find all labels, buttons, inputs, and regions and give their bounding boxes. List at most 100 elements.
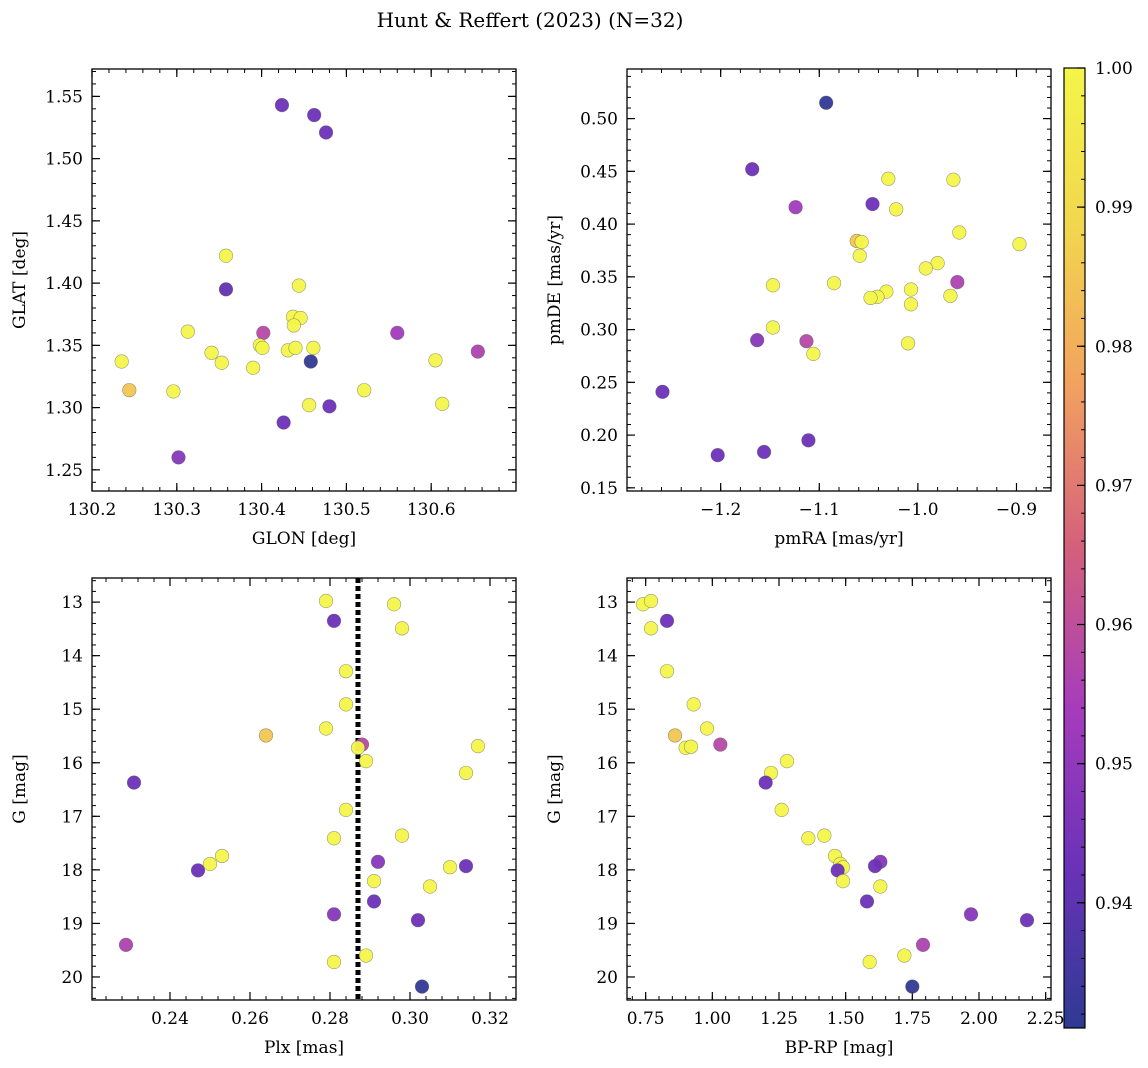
data-point [458, 765, 474, 781]
data-point [659, 664, 675, 679]
data-point [826, 276, 842, 291]
data-point [122, 383, 137, 398]
x-tick-label: 0.32 [471, 1009, 509, 1029]
data-point [667, 728, 683, 743]
data-point [745, 162, 760, 177]
data-point [246, 360, 261, 375]
data-point [806, 346, 821, 361]
y-tick-label: 1.55 [45, 87, 83, 107]
data-point [950, 275, 965, 290]
data-point [905, 979, 920, 994]
x-tick-label: 1.00 [693, 1009, 731, 1029]
colorbar-tick-label: 0.96 [1095, 616, 1133, 636]
data-point [114, 354, 129, 369]
figure-title: Hunt & Reffert (2023) (N=32) [377, 8, 684, 32]
data-point [435, 396, 450, 411]
data-point [326, 613, 342, 628]
data-point [699, 721, 715, 736]
data-point [214, 848, 230, 864]
data-point [881, 171, 896, 186]
data-point [118, 937, 134, 952]
y-tick-label: 13 [61, 593, 83, 613]
x-axis-label-glon-glat: GLON [deg] [252, 529, 356, 549]
y-tick-label: 15 [596, 700, 618, 720]
data-point [952, 225, 967, 240]
data-point [859, 894, 875, 909]
colorbar-tick-label: 1.00 [1095, 59, 1133, 79]
data-point [338, 664, 354, 679]
data-point [422, 879, 438, 894]
data-point [819, 95, 834, 110]
data-point [643, 621, 659, 636]
x-tick-label: −0.9 [996, 500, 1037, 520]
x-tick-label: 0.30 [391, 1009, 429, 1029]
data-point [930, 256, 945, 271]
panel-color-mag: 0.75 1.00 1.25 1.50 1.75 2.00 2.25 13 14 15 16 17 18… [545, 577, 1065, 1058]
x-tick-label: 0.75 [627, 1009, 665, 1029]
y-tick-label: 20 [61, 968, 83, 988]
data-point [750, 333, 765, 348]
data-point [326, 907, 342, 922]
data-point [852, 248, 867, 263]
data-point [291, 278, 307, 293]
data-point [358, 948, 374, 963]
data-point [659, 613, 675, 628]
colorbar-tick-label: 0.99 [1095, 198, 1133, 218]
y-tick-label: 1.50 [45, 150, 83, 170]
data-point [963, 907, 979, 922]
y-tick-label: 17 [61, 807, 83, 827]
data-point [326, 954, 342, 970]
colorbar-tick-label: 0.95 [1095, 755, 1133, 775]
data-point [258, 728, 274, 743]
x-tick-label: 0.28 [311, 1009, 349, 1029]
ticks-plx-g [92, 578, 516, 1000]
data-point [350, 740, 366, 755]
data-point [306, 340, 321, 355]
colorbar-tick-label: 0.98 [1095, 337, 1133, 357]
axes-frame-color-mag [626, 577, 1052, 1001]
data-point [370, 854, 386, 869]
y-tick-label: 14 [596, 647, 618, 667]
panel-plx-g: 0.24 0.26 0.28 0.30 0.32 13 14 15 16 17 18 19 20 Plx … [10, 577, 517, 1058]
x-tick-label: 0.24 [151, 1009, 189, 1029]
data-point [358, 754, 374, 769]
y-axis-label-plx-g: G [mag] [10, 754, 30, 823]
data-point [301, 398, 317, 413]
data-point [307, 107, 322, 123]
data-point [854, 234, 869, 250]
y-tick-label: 0.40 [580, 215, 618, 235]
data-point [442, 860, 458, 875]
y-tick-label: 16 [61, 754, 83, 774]
data-point [218, 282, 234, 297]
x-tick-label: 130.2 [68, 500, 117, 520]
data-point [458, 859, 474, 874]
x-tick-label: 1.25 [760, 1009, 798, 1029]
y-tick-label: 16 [596, 754, 618, 774]
panels: 130.2 130.3 130.4 130.5 130.6 1.25 1.30 1.35 1.4… [10, 68, 1065, 1058]
data-point [835, 874, 851, 889]
data-point [286, 318, 301, 333]
data-point [779, 754, 795, 769]
x-tick-label: 1.50 [827, 1009, 865, 1029]
data-point [765, 278, 781, 293]
data-point [303, 354, 318, 369]
data-point [801, 831, 816, 846]
data-point [202, 856, 218, 872]
x-tick-label: 0.26 [231, 1009, 269, 1029]
points-color-mag [635, 593, 1035, 994]
y-tick-label: 0.45 [580, 162, 618, 182]
axes-frame-plx-g [91, 577, 517, 1001]
x-tick-label: 2.00 [960, 1009, 998, 1029]
data-point [865, 196, 880, 212]
data-point [897, 948, 912, 963]
data-point [414, 979, 430, 994]
data-point [801, 433, 816, 448]
y-tick-label: 18 [596, 861, 618, 881]
x-tick-label: 2.25 [1027, 1009, 1065, 1029]
data-point [470, 344, 485, 359]
y-tick-label: 0.35 [580, 268, 618, 288]
data-point [338, 697, 354, 712]
data-point [394, 621, 410, 636]
y-tick-label: 1.45 [45, 212, 83, 232]
y-tick-label: 0.15 [580, 479, 618, 499]
